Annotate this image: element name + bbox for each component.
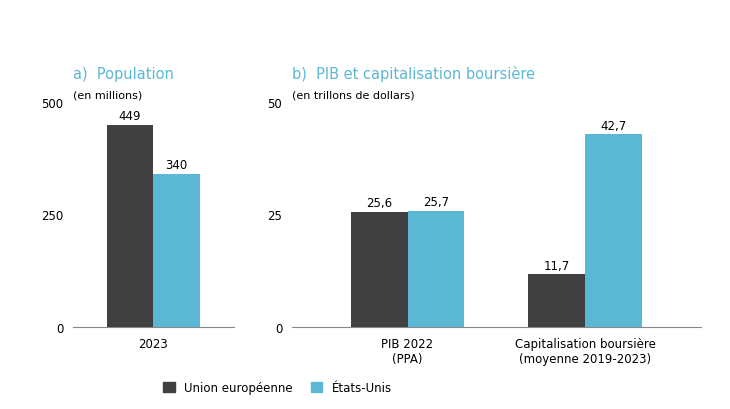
Bar — [107, 125, 153, 327]
Bar — [153, 174, 200, 327]
Text: b)  PIB et capitalisation boursière: b) PIB et capitalisation boursière — [292, 66, 535, 82]
Text: 11,7: 11,7 — [544, 259, 570, 272]
Text: (en millions): (en millions) — [73, 90, 142, 100]
Legend: Union européenne, États-Unis: Union européenne, États-Unis — [158, 377, 396, 399]
Bar — [529, 274, 585, 327]
Text: 25,6: 25,6 — [366, 196, 392, 209]
Text: a)  Population: a) Population — [73, 67, 174, 82]
Text: 340: 340 — [166, 159, 188, 172]
Bar — [585, 135, 642, 327]
Text: (en trillons de dollars): (en trillons de dollars) — [292, 90, 415, 100]
Bar — [407, 211, 464, 327]
Text: 449: 449 — [119, 110, 141, 123]
Text: 42,7: 42,7 — [601, 119, 627, 133]
Text: 25,7: 25,7 — [423, 196, 449, 209]
Bar — [350, 212, 407, 327]
